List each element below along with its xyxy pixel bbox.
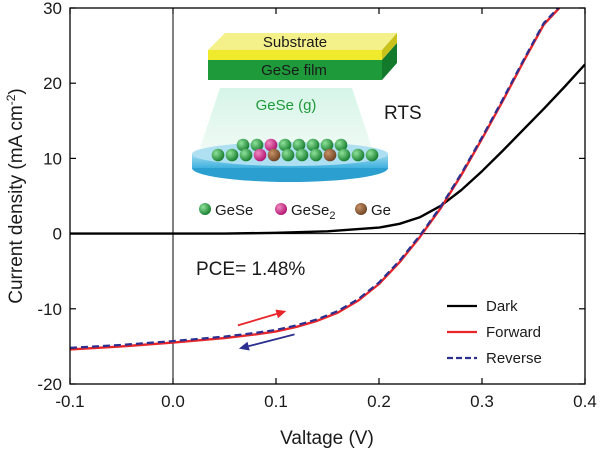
- chart-legend: Dark Forward Reverse: [447, 298, 542, 367]
- ge-legend-label: Ge: [371, 202, 391, 219]
- source-particle: [225, 148, 239, 162]
- y-axis-title: Current density (mA cm-2): [4, 88, 27, 304]
- substrate-label: Substrate: [263, 34, 327, 51]
- source-particle: [253, 148, 267, 162]
- x-tick-label: 0.2: [367, 392, 391, 411]
- legend-label-dark: Dark: [486, 298, 518, 315]
- source-particle: [334, 138, 348, 152]
- x-tick-label: 0.4: [573, 392, 597, 411]
- source-particle: [281, 148, 295, 162]
- source-particle: [211, 148, 225, 162]
- legend-label-reverse: Reverse: [486, 350, 542, 367]
- scan-arrow-reverse: [238, 333, 295, 351]
- y-axis-ticks: -20 -10 0 10 20 30: [37, 0, 585, 394]
- y-tick-label: -20: [37, 375, 62, 394]
- rts-schematic-inset: Substrate GeSe film GeSe (g) RTS GeSe Ge…: [192, 33, 422, 222]
- x-tick-label: 0.1: [264, 392, 288, 411]
- y-tick-label: 20: [43, 74, 62, 93]
- source-particle: [351, 148, 365, 162]
- y-tick-label: 0: [53, 225, 62, 244]
- gese-legend-marker: [199, 203, 211, 215]
- source-particle: [292, 138, 306, 152]
- source-particle: [365, 148, 379, 162]
- vapor-cone: [200, 88, 372, 148]
- y-tick-label: 10: [43, 149, 62, 168]
- source-particle: [309, 148, 323, 162]
- plot-frame: [69, 7, 586, 385]
- y-tick-label: -10: [37, 300, 62, 319]
- scan-direction-arrows: [237, 309, 295, 351]
- source-particle: [267, 148, 281, 162]
- source-particle: [278, 138, 292, 152]
- source-particle: [320, 138, 334, 152]
- y-tick-label: 30: [43, 0, 62, 18]
- ge-legend-marker: [355, 203, 367, 215]
- source-particle: [239, 148, 253, 162]
- source-particle: [264, 138, 278, 152]
- series-layer: [70, 8, 585, 351]
- source-particle: [295, 148, 309, 162]
- film-label: GeSe film: [261, 62, 327, 79]
- pce-annotation: PCE= 1.48%: [196, 259, 305, 280]
- gese-legend-label: GeSe: [215, 202, 253, 219]
- x-axis-title: Valtage (V): [280, 428, 374, 449]
- source-particle: [236, 138, 250, 152]
- gese2-legend-label: GeSe2: [291, 202, 335, 222]
- x-tick-label: -0.1: [55, 392, 84, 411]
- vapor-label: GeSe (g): [256, 97, 317, 114]
- substrate-block: [208, 33, 397, 60]
- rts-label: RTS: [384, 103, 422, 124]
- x-axis-ticks: -0.1 0.0 0.1 0.2 0.3 0.4: [55, 8, 597, 411]
- inset-legend: GeSe GeSe2 Ge: [199, 202, 391, 222]
- x-tick-label: 0.0: [161, 392, 185, 411]
- scan-arrow-forward: [237, 309, 287, 327]
- series-line-reverse: [70, 8, 559, 349]
- series-line-dark: [70, 63, 585, 235]
- source-particle: [323, 148, 337, 162]
- gese2-legend-marker: [275, 203, 287, 215]
- source-particle: [306, 138, 320, 152]
- source-particle: [337, 148, 351, 162]
- source-particles: [211, 138, 379, 162]
- legend-label-forward: Forward: [486, 324, 541, 341]
- gese-film-block: [208, 43, 397, 80]
- source-particle: [250, 138, 264, 152]
- x-tick-label: 0.3: [470, 392, 494, 411]
